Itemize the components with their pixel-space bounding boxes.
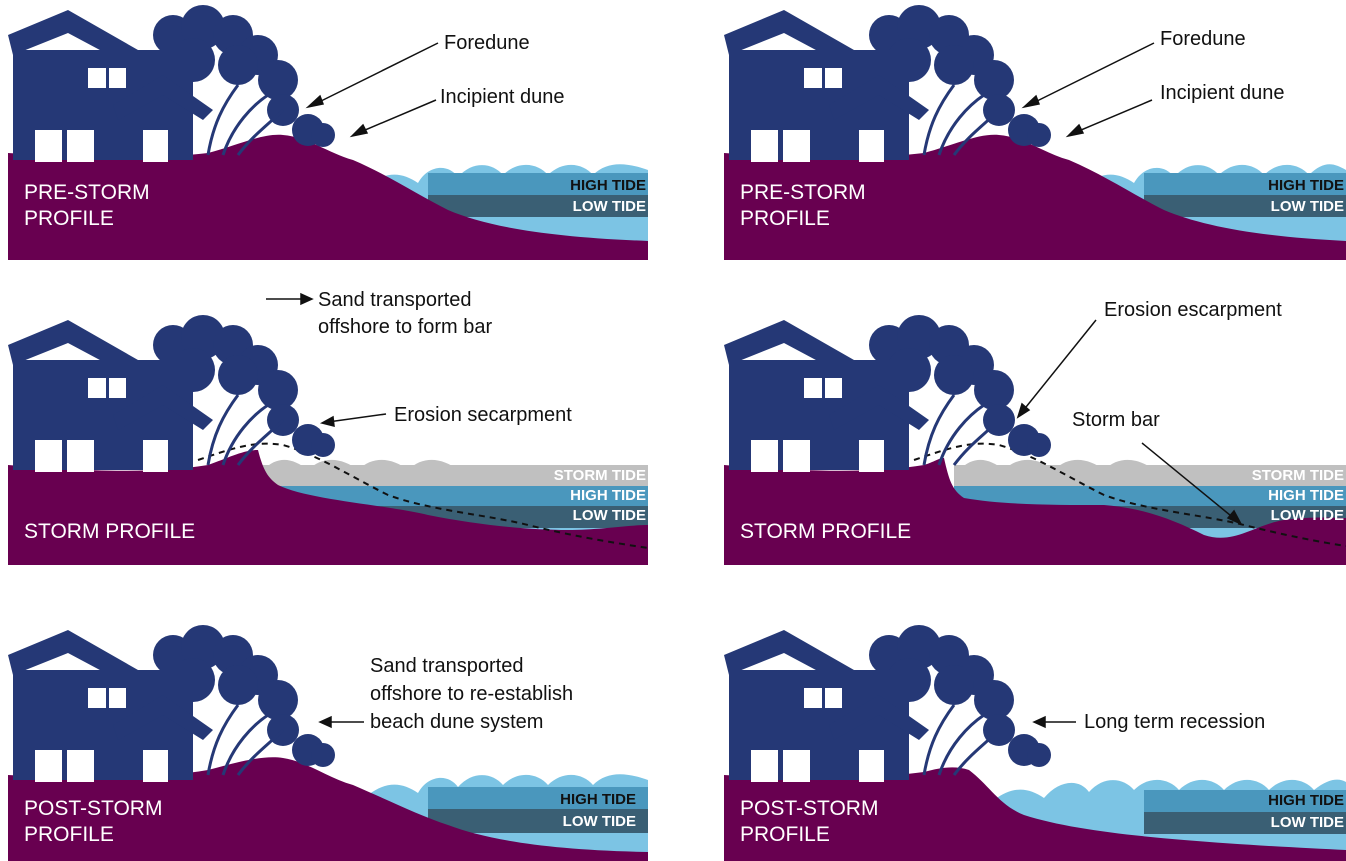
ground [8,450,648,565]
storm-panel-left: STORM TIDE HIGH TIDE LOW TIDE STORM PROF… [8,280,648,565]
low-tide-label: LOW TIDE [1270,198,1344,215]
low-tide-label: LOW TIDE [1270,507,1344,524]
storm-bar-label: Storm bar [1072,409,1160,431]
erosion-escarpment-label: Erosion escarpment [1104,299,1282,321]
profile-label: STORM PROFILE [24,520,196,543]
high-tide-label: HIGH TIDE [1268,792,1344,809]
long-term-recession-label: Long term recession [1084,711,1266,733]
ground [8,757,648,861]
sand-transported-label: Sand transported offshore to re-establis… [370,655,574,733]
annotation-arrows [1032,715,1076,729]
pre-storm-panel-left: HIGH TIDE LOW TIDE PRE-STORM PROFILE For… [8,5,648,260]
foredune-label: Foredune [1160,28,1246,50]
annotation-arrows [1016,319,1243,526]
ground [724,767,1346,861]
trees [869,5,1051,156]
profile-label: PRE-STORM PROFILE [740,181,866,230]
profile-label: STORM PROFILE [740,520,912,543]
high-tide-label: HIGH TIDE [570,487,646,504]
high-tide-label: HIGH TIDE [1268,487,1344,504]
low-tide-label: LOW TIDE [1270,814,1344,831]
house [724,630,929,782]
erosion-label: Erosion secarpment [394,404,572,426]
profile-label: PRE-STORM PROFILE [24,181,150,230]
low-tide-label: LOW TIDE [572,198,646,215]
original-profile-line [197,442,648,549]
sand-transported-label: Sand transported offshore to form bar [318,289,493,338]
high-tide-label: HIGH TIDE [560,791,636,808]
pre-storm-scene-left [8,5,648,260]
storm-tide-label: STORM TIDE [1251,467,1344,484]
trees [153,5,335,156]
annotation-arrows [266,292,387,427]
storm-scene-right [724,315,1346,565]
house [724,10,929,162]
ground [8,134,648,260]
profile-label: POST-STORM PROFILE [740,797,879,846]
low-tide-label: LOW TIDE [562,813,636,830]
storm-panel-right: STORM TIDE HIGH TIDE LOW TIDE STORM PROF… [724,280,1346,565]
house [724,320,929,472]
house [8,10,213,162]
annotation-arrows [318,715,364,729]
pre-storm-panel-right: HIGH TIDE LOW TIDE PRE-STORM PROFILE For… [724,5,1346,260]
ground [724,458,1346,565]
storm-tide-label: STORM TIDE [553,467,646,484]
pre-storm-scene-right [724,5,1346,260]
house [8,630,213,782]
post-storm-scene-right [724,625,1346,861]
annotation-arrows [305,42,439,138]
post-storm-panel-right: HIGH TIDE LOW TIDE POST-STORM PROFILE Lo… [724,600,1346,861]
ground [724,134,1346,260]
incipient-dune-label: Incipient dune [1160,82,1285,104]
high-tide-label: HIGH TIDE [1268,177,1344,194]
original-profile-line [913,442,1346,547]
annotation-arrows [1021,42,1155,138]
trees [153,315,335,466]
storm-scene-left [8,292,648,565]
incipient-dune-label: Incipient dune [440,86,565,108]
high-tide-label: HIGH TIDE [570,177,646,194]
post-storm-scene-left [8,625,648,861]
profile-label: POST-STORM PROFILE [24,797,163,846]
foredune-label: Foredune [444,32,530,54]
post-storm-panel-left: HIGH TIDE LOW TIDE POST-STORM PROFILE Sa… [8,600,648,861]
low-tide-label: LOW TIDE [572,507,646,524]
house [8,320,213,472]
